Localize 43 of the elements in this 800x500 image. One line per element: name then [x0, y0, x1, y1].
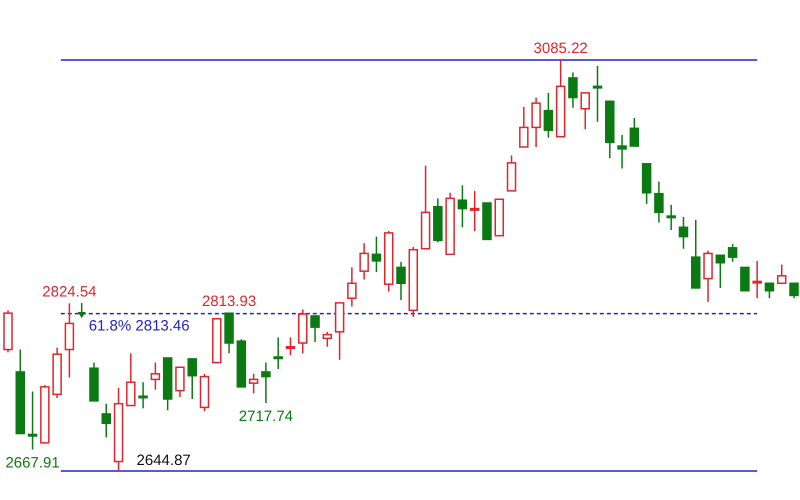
candlestick	[752, 260, 762, 299]
candlestick	[740, 266, 750, 292]
candlestick	[617, 134, 627, 170]
candlestick	[519, 106, 529, 148]
candlestick	[544, 92, 554, 138]
candlestick	[138, 381, 148, 410]
candlestick	[286, 336, 296, 356]
candlestick	[458, 184, 468, 228]
candlestick	[187, 358, 197, 400]
candlestick	[654, 180, 664, 224]
candlestick	[789, 282, 799, 299]
annotation: 2644.87	[136, 452, 191, 469]
candlestick	[716, 254, 726, 289]
candlestick	[396, 261, 406, 301]
candlestick	[273, 336, 283, 370]
candlestick	[359, 242, 369, 280]
candlestick	[261, 362, 271, 404]
candlestick	[28, 390, 38, 450]
candlestick	[248, 373, 258, 394]
candlestick	[666, 204, 676, 231]
candlestick	[175, 366, 185, 398]
candlestick	[347, 266, 357, 308]
candlestick	[322, 331, 332, 348]
candlestick	[126, 352, 136, 406]
candlestick	[310, 315, 320, 343]
annotation: 2813.93	[202, 293, 256, 310]
candlestick	[102, 402, 111, 438]
candlestick	[372, 236, 382, 273]
annotation: 2824.54	[42, 283, 97, 300]
candlestick	[630, 117, 640, 147]
candlestick	[728, 243, 738, 263]
candlestick	[568, 72, 578, 109]
candlestick	[580, 92, 590, 130]
ref-line-label: 61.8% 2813.46	[88, 318, 190, 335]
candlestick	[776, 264, 786, 284]
candlestick	[678, 216, 688, 250]
candlestick	[764, 282, 774, 299]
annotation: 2717.74	[238, 408, 294, 425]
candlestick	[470, 190, 480, 232]
candlestick	[150, 362, 160, 390]
annotation: 3085.22	[534, 40, 588, 57]
candlestick	[592, 65, 602, 123]
annotation: 2667.91	[5, 454, 60, 472]
